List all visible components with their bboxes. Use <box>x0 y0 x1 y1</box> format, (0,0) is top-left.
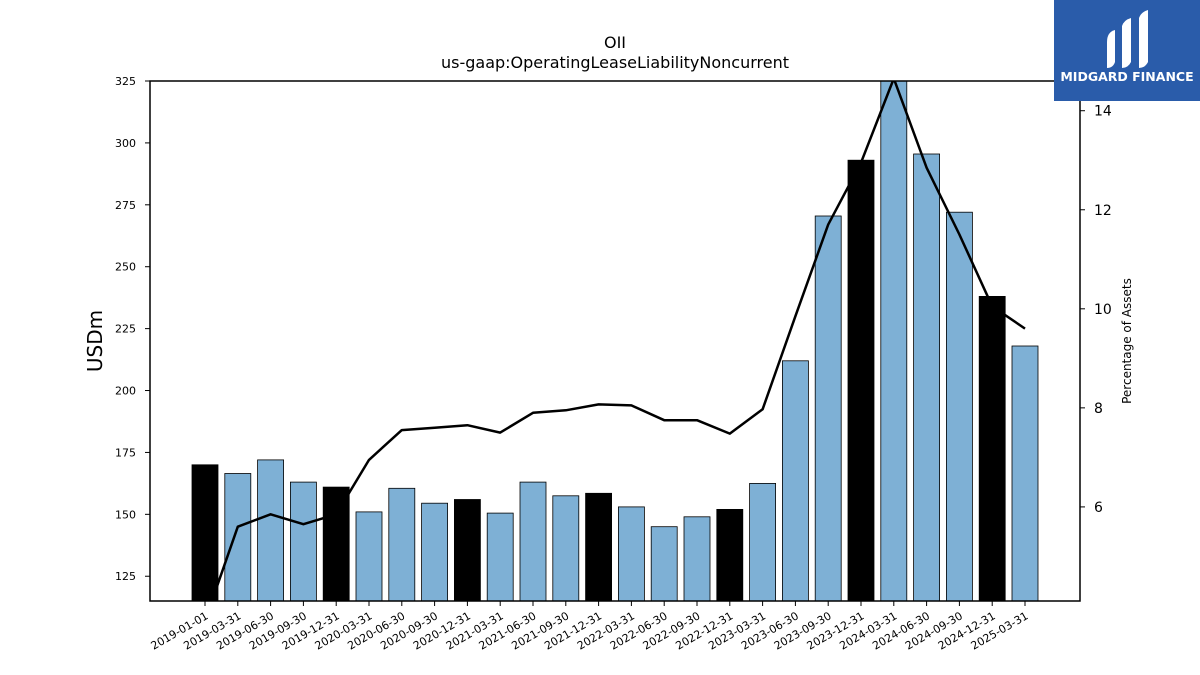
left-tick-label: 150 <box>115 508 136 521</box>
bar-2021-09-30 <box>552 495 580 602</box>
left-tick-label: 250 <box>115 261 136 274</box>
x-axis: 2019-01-012019-03-312019-06-302019-09-30… <box>149 601 1031 653</box>
bar-2021-03-31 <box>486 512 514 602</box>
logo-text: MIDGARD FINANCE <box>1060 69 1193 84</box>
right-tick-label: 12 <box>1094 203 1112 219</box>
left-tick-label: 200 <box>115 385 136 398</box>
y-axis-left-label: USDm <box>83 310 107 372</box>
brand-logo: MIDGARD FINANCE <box>1054 0 1200 101</box>
bar-2022-12-31 <box>716 508 744 602</box>
bar-2020-06-30 <box>388 487 416 602</box>
bar-2019-09-30 <box>289 481 317 602</box>
bar-2023-09-30 <box>814 215 842 602</box>
chart-title: OII <box>604 33 626 52</box>
bar-2023-03-31 <box>749 482 776 602</box>
bar-2020-12-31 <box>453 499 481 602</box>
bar-2023-06-30 <box>782 360 809 602</box>
bar-2024-12-31 <box>978 295 1006 602</box>
bar-2019-06-30 <box>257 459 285 602</box>
left-tick-label: 275 <box>115 199 136 212</box>
left-axis: 125 150 175 200 225 250 275 300 325 <box>115 75 150 583</box>
bar-2021-12-31 <box>585 492 612 602</box>
right-axis: 6 8 10 12 14 <box>1080 104 1112 516</box>
bar-2022-03-31 <box>618 506 645 602</box>
right-tick-label: 14 <box>1094 104 1112 120</box>
left-tick-label: 325 <box>115 75 136 88</box>
right-tick-label: 8 <box>1094 401 1103 417</box>
y-axis-right-label: Percentage of Assets <box>1120 278 1134 404</box>
bar-2024-03-31 <box>880 80 908 602</box>
right-tick-label: 10 <box>1094 302 1112 318</box>
bar-2024-09-30 <box>946 211 973 602</box>
bar-2020-09-30 <box>421 502 449 602</box>
bar-2023-12-31 <box>847 159 875 602</box>
plot-frame <box>149 80 1081 602</box>
bar-2025-03-31 <box>1011 345 1039 602</box>
line-group <box>210 81 1026 601</box>
chart-subtitle: us-gaap:OperatingLeaseLiabilityNoncurren… <box>441 53 789 72</box>
bar-2022-09-30 <box>683 516 711 602</box>
left-tick-label: 175 <box>115 446 136 459</box>
left-tick-label: 225 <box>115 323 136 336</box>
right-tick-label: 6 <box>1094 500 1103 516</box>
bar-2019-01-01 <box>191 464 219 602</box>
bar-2019-03-31 <box>224 473 252 602</box>
bar-2024-06-30 <box>913 153 940 602</box>
bar-2021-06-30 <box>519 481 547 602</box>
percentage-line <box>210 81 1026 601</box>
bar-2020-03-31 <box>355 511 383 602</box>
bar-2019-12-31 <box>322 486 350 602</box>
left-tick-label: 300 <box>115 137 136 150</box>
logo-mark-icon <box>1107 10 1148 68</box>
left-tick-label: 125 <box>115 570 136 583</box>
bar-2022-06-30 <box>650 526 678 602</box>
bars-group <box>191 80 1039 602</box>
